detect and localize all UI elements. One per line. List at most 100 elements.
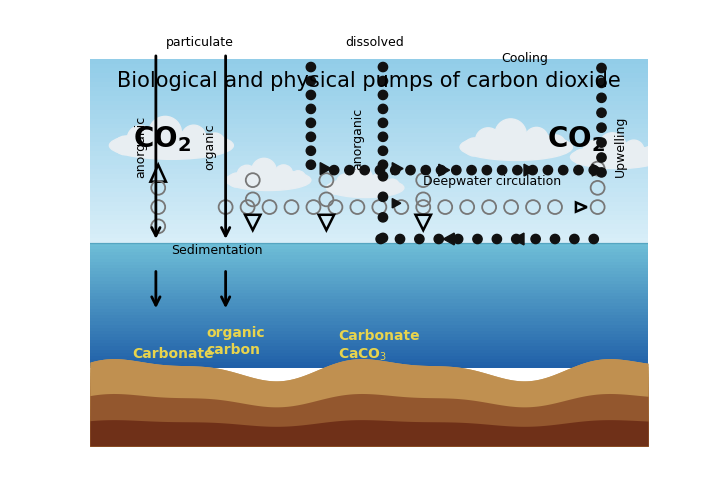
Circle shape: [375, 166, 384, 175]
Bar: [90, 129, 648, 133]
Circle shape: [378, 213, 387, 222]
Circle shape: [599, 133, 626, 160]
Circle shape: [464, 139, 482, 157]
Bar: [90, 197, 648, 202]
Bar: [90, 249, 648, 253]
Text: Carbonate
CaCO$_3$: Carbonate CaCO$_3$: [338, 328, 420, 362]
Circle shape: [583, 141, 605, 163]
Circle shape: [495, 120, 526, 151]
Circle shape: [378, 172, 387, 181]
Bar: [90, 115, 648, 120]
Circle shape: [597, 109, 606, 118]
Circle shape: [415, 235, 424, 244]
Bar: [90, 287, 648, 291]
Bar: [90, 133, 648, 138]
Bar: [90, 325, 648, 328]
Circle shape: [149, 117, 181, 149]
Bar: [90, 269, 648, 272]
Circle shape: [589, 166, 598, 175]
Circle shape: [252, 159, 276, 183]
Circle shape: [574, 150, 590, 165]
Bar: [90, 216, 648, 220]
Bar: [90, 143, 648, 147]
Bar: [90, 124, 648, 129]
Circle shape: [350, 168, 373, 191]
Circle shape: [378, 234, 387, 243]
Bar: [90, 266, 648, 269]
Circle shape: [390, 166, 400, 175]
Circle shape: [559, 166, 568, 175]
Bar: [90, 337, 648, 341]
Polygon shape: [438, 165, 449, 177]
Circle shape: [306, 63, 315, 73]
Bar: [90, 83, 648, 88]
Circle shape: [513, 166, 522, 175]
Circle shape: [597, 79, 606, 88]
Bar: [90, 120, 648, 124]
Polygon shape: [444, 233, 454, 245]
Text: organic
carbon: organic carbon: [206, 326, 265, 357]
Circle shape: [482, 166, 492, 175]
Bar: [90, 193, 648, 197]
Bar: [90, 306, 648, 309]
Bar: [90, 356, 648, 359]
Bar: [90, 175, 648, 179]
Bar: [90, 256, 648, 259]
Text: Carbonate: Carbonate: [132, 347, 215, 361]
Circle shape: [597, 64, 606, 74]
Bar: [90, 211, 648, 216]
Bar: [90, 362, 648, 366]
Circle shape: [624, 141, 644, 161]
Bar: [90, 170, 648, 175]
Bar: [90, 74, 648, 79]
Text: dissolved: dissolved: [346, 36, 405, 49]
Bar: [90, 275, 648, 278]
Bar: [90, 262, 648, 266]
Circle shape: [544, 166, 552, 175]
Circle shape: [406, 166, 415, 175]
Circle shape: [306, 105, 315, 114]
Ellipse shape: [109, 132, 233, 160]
Ellipse shape: [570, 146, 664, 169]
Circle shape: [421, 166, 431, 175]
Circle shape: [306, 119, 315, 128]
Polygon shape: [392, 163, 403, 175]
Text: Deepwater circulation: Deepwater circulation: [423, 175, 562, 187]
Bar: [90, 92, 648, 97]
Bar: [90, 331, 648, 334]
Bar: [90, 347, 648, 350]
Circle shape: [378, 193, 387, 202]
Circle shape: [378, 147, 387, 156]
Circle shape: [597, 50, 606, 59]
Circle shape: [550, 235, 559, 244]
Bar: [90, 322, 648, 325]
Bar: [90, 179, 648, 184]
Circle shape: [597, 154, 606, 163]
Circle shape: [378, 133, 387, 142]
Circle shape: [476, 129, 500, 153]
Text: anorganic: anorganic: [134, 115, 147, 177]
Bar: [90, 334, 648, 337]
Circle shape: [378, 50, 387, 59]
Circle shape: [531, 235, 540, 244]
Bar: [90, 344, 648, 347]
Bar: [90, 202, 648, 207]
Circle shape: [290, 171, 306, 187]
Bar: [90, 88, 648, 92]
Bar: [90, 253, 648, 256]
Circle shape: [574, 166, 583, 175]
Bar: [90, 291, 648, 294]
Circle shape: [345, 166, 354, 175]
Circle shape: [376, 235, 385, 244]
Bar: [90, 234, 648, 239]
Circle shape: [306, 133, 315, 142]
Ellipse shape: [326, 179, 404, 198]
Text: Upwelling: Upwelling: [614, 116, 627, 177]
Bar: [90, 294, 648, 297]
Bar: [90, 303, 648, 306]
Circle shape: [115, 137, 133, 155]
Text: organic: organic: [204, 123, 217, 169]
Text: anorganic: anorganic: [351, 107, 364, 169]
Circle shape: [306, 91, 315, 100]
Circle shape: [498, 166, 507, 175]
